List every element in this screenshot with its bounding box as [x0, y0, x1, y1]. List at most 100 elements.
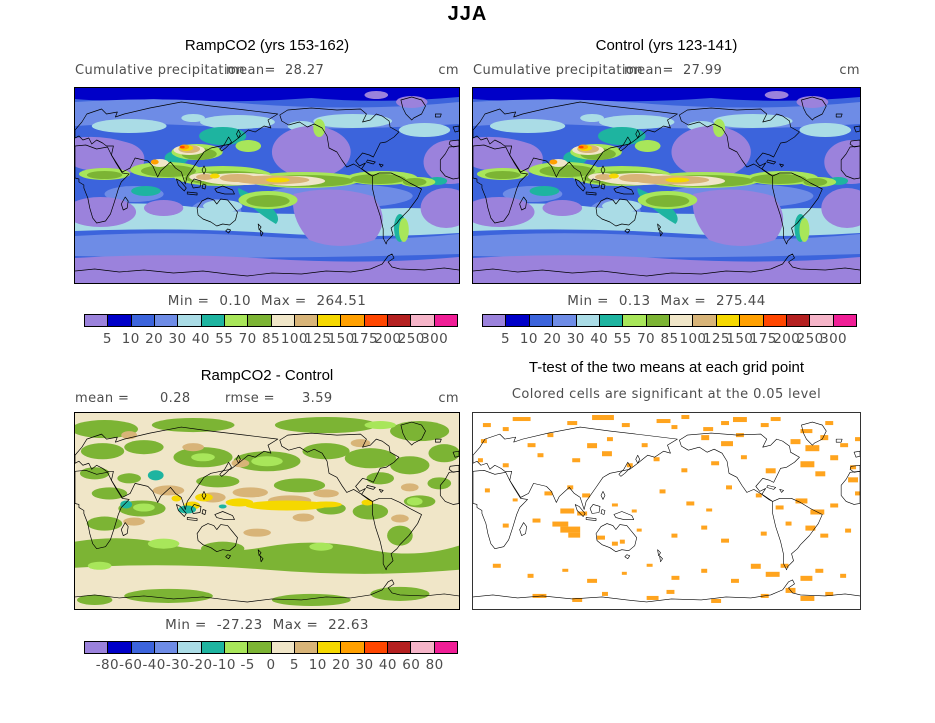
colorbar-tick-label: 125 [304, 331, 332, 347]
colorbar-cell [669, 314, 694, 327]
diff-min-value: -27.23 [216, 617, 263, 633]
colorbar-tick-label: -5 [240, 657, 255, 673]
control-min-value: 0.13 [618, 293, 651, 309]
control-mean-label: mean= [624, 63, 674, 78]
ramp-max-label: Max = [261, 293, 307, 309]
colorbar-cell [130, 641, 155, 654]
colorbar-tick-label: 250 [796, 331, 824, 347]
colorbar-cell [340, 314, 365, 327]
colorbar-cell [622, 314, 647, 327]
colorbar-diff-ticks: -80 -60 -40 -30 -20 -10 -5 0 5 10 20 30 40 60 80 [84, 657, 458, 673]
diff-units: cm [438, 391, 459, 406]
panel-diff-info: mean = 0.28 rmse = 3.59 cm [74, 391, 460, 407]
colorbar-tick-label: 55 [215, 331, 234, 347]
panel-ramp-title: RampCO2 (yrs 153-162) [184, 37, 350, 54]
control-units: cm [839, 63, 860, 78]
colorbar-cell [153, 641, 179, 654]
colorbar-tick-label: 60 [402, 657, 421, 673]
colorbar-tick-label: -10 [212, 657, 236, 673]
colorbar-cell [223, 641, 249, 654]
ramp-min-label: Min = [167, 293, 210, 309]
colorbar-cell [223, 314, 249, 327]
panel-ttest-subtitle: Colored cells are significant at the 0.0… [511, 387, 822, 402]
colorbar-cell [505, 314, 530, 327]
colorbar-tick-label: 20 [145, 331, 164, 347]
colorbar-tick-label: 20 [543, 331, 562, 347]
colorbar-tick-label: 70 [637, 331, 656, 347]
colorbar-tick-label: -60 [119, 657, 143, 673]
colorbar-tick-label: -40 [142, 657, 166, 673]
control-max-label: Max = [660, 293, 707, 309]
panel-control-title: Control (yrs 123-141) [595, 37, 738, 54]
colorbar-tick-label: 150 [726, 331, 754, 347]
control-max-value: 275.44 [716, 293, 766, 309]
colorbar-tick-label: -80 [95, 657, 119, 673]
control-measure-label: Cumulative precipitation [473, 63, 643, 78]
colorbar-tick-label: 200 [374, 331, 402, 347]
colorbar-cell [247, 641, 272, 654]
panel-ramp-info: Cumulative precipitation mean= 28.27 cm [74, 63, 460, 79]
colorbar-ramp [84, 314, 458, 327]
ramp-max-value: 264.51 [316, 293, 367, 309]
colorbar-cell [433, 641, 458, 654]
control-minmax: Min = 0.13 Max = 275.44 [472, 293, 861, 309]
colorbar-tick-label: 100 [280, 331, 308, 347]
panel-control-info: Cumulative precipitation mean= 27.99 cm [472, 63, 861, 79]
colorbar-cell [200, 314, 225, 327]
colorbar-tick-label: -30 [165, 657, 190, 673]
colorbar-cell [598, 314, 624, 327]
colorbar-cell [832, 314, 857, 327]
colorbar-cell [809, 314, 834, 327]
colorbar-tick-label: 300 [421, 331, 449, 347]
colorbar-cell [552, 314, 577, 327]
ramp-units: cm [438, 63, 459, 78]
colorbar-diff [84, 641, 458, 654]
colorbar-tick-label: 175 [749, 331, 777, 347]
colorbar-tick-label: 0 [266, 657, 276, 673]
colorbar-cell [363, 641, 389, 654]
ramp-minmax: Min = 0.10 Max = 264.51 [74, 293, 460, 309]
colorbar-cell [270, 641, 295, 654]
diff-rmse-value: 3.59 [302, 391, 333, 406]
colorbar-tick-label: 10 [308, 657, 327, 673]
diff-max-label: Max = [272, 617, 319, 633]
colorbar-cell [387, 314, 412, 327]
colorbar-cell [762, 314, 787, 327]
control-min-label: Min = [567, 293, 609, 309]
map-control-precipitation [472, 87, 861, 284]
map-diff-precipitation [74, 412, 460, 610]
diff-mean-value: 0.28 [160, 391, 191, 406]
colorbar-cell [107, 641, 132, 654]
colorbar-cell [410, 641, 435, 654]
colorbar-tick-label: 10 [121, 331, 140, 347]
colorbar-tick-label: 20 [332, 657, 351, 673]
colorbar-cell [84, 314, 109, 327]
colorbar-ramp-ticks: 5 10 20 30 40 55 70 85 100 125 150 175 200 250 300 [84, 331, 458, 347]
colorbar-cell [200, 641, 225, 654]
colorbar-cell [528, 314, 554, 327]
colorbar-cell [270, 314, 295, 327]
ramp-mean-value: 28.27 [285, 63, 325, 78]
colorbar-tick-label: 10 [519, 331, 538, 347]
colorbar-cell [410, 314, 435, 327]
colorbar-tick-label: 150 [327, 331, 355, 347]
colorbar-cell [153, 314, 179, 327]
colorbar-cell [433, 314, 458, 327]
colorbar-tick-label: 85 [660, 331, 679, 347]
colorbar-cell [317, 314, 342, 327]
colorbar-cell [177, 314, 202, 327]
colorbar-cell [692, 314, 717, 327]
colorbar-cell [645, 314, 670, 327]
figure-title: JJA [447, 3, 488, 25]
ramp-mean-label: mean= [226, 63, 276, 78]
diff-minmax: Min = -27.23 Max = 22.63 [74, 617, 460, 633]
colorbar-tick-label: 300 [820, 331, 848, 347]
colorbar-tick-label: 100 [679, 331, 707, 347]
colorbar-tick-label: 85 [262, 331, 280, 347]
colorbar-tick-label: 80 [425, 657, 444, 673]
diff-rmse-label: rmse = [225, 391, 275, 406]
colorbar-tick-label: -20 [189, 657, 213, 673]
colorbar-tick-label: 30 [168, 331, 187, 347]
colorbar-control [482, 314, 857, 327]
